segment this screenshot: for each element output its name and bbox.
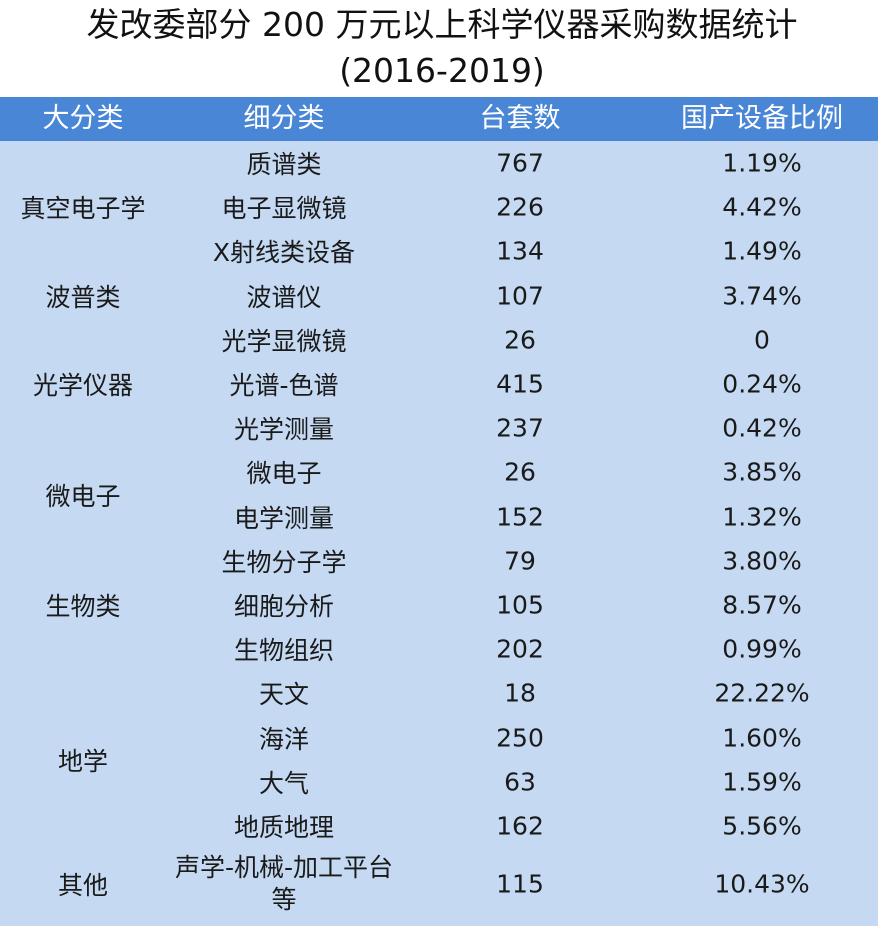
- cell-domestic-ratio: 3.85%: [722, 457, 802, 487]
- cell-unit-count: 18: [504, 678, 536, 708]
- cell-major-category: 生物类: [45, 592, 121, 621]
- cell-major-category: 光学仪器: [32, 371, 134, 400]
- cell-unit-count: 26: [504, 457, 536, 487]
- cell-domestic-ratio: 0.42%: [722, 413, 802, 443]
- cell-unit-count: 226: [496, 192, 544, 222]
- cell-sub-category: 电子显微镜: [221, 194, 347, 224]
- cell-unit-count: 202: [496, 634, 544, 664]
- cell-unit-count: 105: [496, 590, 544, 620]
- procurement-table: 大分类 细分类 台套数 国产设备比例 质谱类 767 1.19% 电子显微镜 226 4.…: [0, 97, 878, 926]
- cell-major-category: 真空电子学: [20, 194, 146, 224]
- table-body: 质谱类 767 1.19% 电子显微镜 226 4.42% X射线类设备 134 1.49% 波谱…: [0, 141, 878, 926]
- cell-unit-count: 134: [496, 236, 544, 266]
- cell-sub-category: 声学-机械-加工平台等: [174, 853, 394, 914]
- cell-domestic-ratio: 1.19%: [722, 148, 802, 178]
- table-header: 大分类 细分类 台套数 国产设备比例: [0, 97, 878, 141]
- cell-unit-count: 250: [496, 723, 544, 753]
- cell-unit-count: 115: [496, 869, 544, 899]
- cell-unit-count: 162: [496, 811, 544, 841]
- cell-domestic-ratio: 0.99%: [722, 634, 802, 664]
- cell-domestic-ratio: 1.59%: [722, 767, 802, 797]
- cell-unit-count: 63: [504, 767, 536, 797]
- cell-major-category: 波普类: [45, 282, 121, 312]
- cell-sub-category: 光学显微镜: [221, 326, 347, 356]
- cell-sub-category: 大气: [258, 768, 310, 798]
- cell-unit-count: 415: [496, 369, 544, 399]
- cell-unit-count: 767: [496, 148, 544, 178]
- cell-sub-category: 海洋: [258, 724, 310, 754]
- cell-domestic-ratio: 0.24%: [722, 369, 802, 399]
- cell-sub-category: 生物组织: [233, 636, 335, 666]
- cell-domestic-ratio: 1.32%: [722, 502, 802, 532]
- cell-sub-category: 电学测量: [233, 503, 335, 533]
- cell-domestic-ratio: 8.57%: [722, 590, 802, 620]
- cell-unit-count: 237: [496, 413, 544, 443]
- header-major-category: 大分类: [42, 103, 124, 134]
- header-domestic-ratio: 国产设备比例: [681, 103, 843, 134]
- header-unit-count: 台套数: [479, 103, 561, 134]
- header-sub-category: 细分类: [243, 103, 325, 134]
- cell-sub-category: 地质地理: [233, 813, 335, 842]
- cell-major-category: 地学: [57, 746, 109, 776]
- cell-domestic-ratio: 0: [754, 325, 770, 355]
- page-title: 发改委部分 200 万元以上科学仪器采购数据统计 (2016-2019): [0, 0, 884, 94]
- cell-sub-category: 细胞分析: [233, 592, 335, 621]
- cell-unit-count: 107: [496, 281, 544, 311]
- cell-domestic-ratio: 4.42%: [722, 192, 802, 222]
- cell-domestic-ratio: 3.80%: [722, 546, 802, 576]
- cell-domestic-ratio: 3.74%: [722, 281, 802, 311]
- cell-sub-category: 质谱类: [246, 150, 322, 179]
- cell-sub-category: 光谱-色谱: [229, 371, 339, 400]
- cell-domestic-ratio: 5.56%: [722, 811, 802, 841]
- cell-domestic-ratio: 1.49%: [722, 236, 802, 266]
- cell-sub-category: 光学测量: [233, 415, 335, 445]
- cell-major-category: 微电子: [45, 481, 121, 511]
- title-line-1: 发改委部分 200 万元以上科学仪器采购数据统计: [86, 5, 798, 44]
- cell-major-category: 其他: [57, 871, 109, 900]
- cell-sub-category: 生物分子学: [221, 547, 347, 577]
- cell-sub-category: 天文: [258, 680, 310, 710]
- cell-unit-count: 26: [504, 325, 536, 355]
- cell-sub-category: 微电子: [246, 459, 322, 489]
- cell-domestic-ratio: 22.22%: [714, 678, 810, 708]
- cell-domestic-ratio: 1.60%: [722, 723, 802, 753]
- cell-unit-count: 79: [504, 546, 536, 576]
- cell-domestic-ratio: 10.43%: [714, 869, 810, 899]
- title-line-2: (2016-2019): [339, 51, 545, 90]
- cell-unit-count: 152: [496, 502, 544, 532]
- cell-sub-category: X射线类设备: [212, 238, 356, 268]
- cell-sub-category: 波谱仪: [246, 282, 322, 312]
